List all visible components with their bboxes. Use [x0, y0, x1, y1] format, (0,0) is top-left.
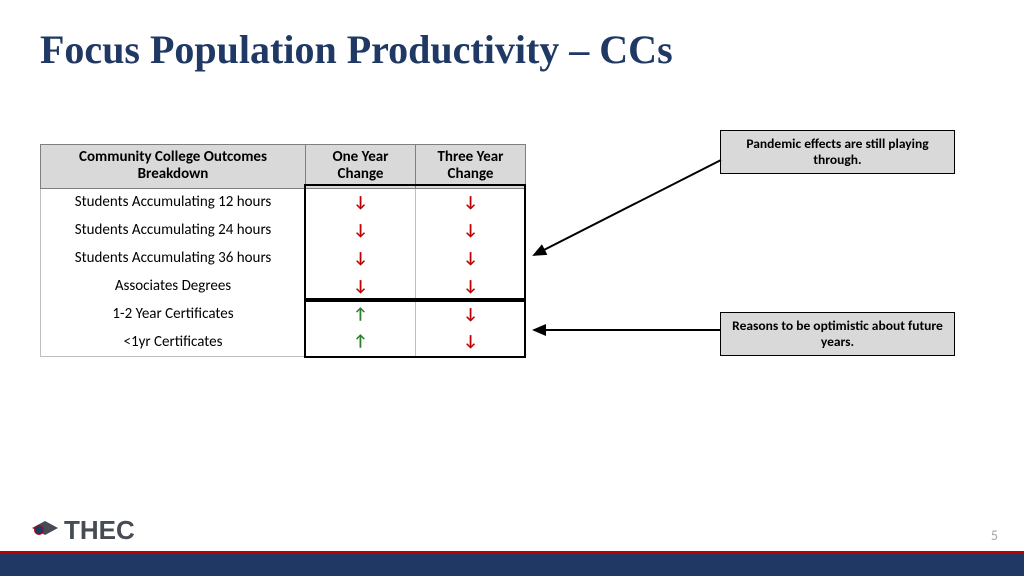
- arrow-down-icon: ↓: [416, 328, 526, 356]
- arrow-down-icon: ↓: [416, 216, 526, 244]
- table-row: Students Accumulating 12 hours↓↓: [41, 188, 526, 216]
- logo: THEC: [30, 515, 135, 546]
- row-label: Students Accumulating 24 hours: [41, 216, 306, 244]
- callout-optimistic: Reasons to be optimistic about future ye…: [720, 312, 955, 356]
- logo-text: THEC: [64, 515, 135, 546]
- logo-icon: [30, 519, 60, 543]
- col-header-oneyear: One Year Change: [306, 145, 416, 189]
- row-label: <1yr Certificates: [41, 328, 306, 356]
- arrow-down-icon: ↓: [416, 188, 526, 216]
- arrow-down-icon: ↓: [416, 244, 526, 272]
- row-label: Associates Degrees: [41, 272, 306, 300]
- footer-bar: [0, 554, 1024, 576]
- connector-arrow-pandemic: [526, 150, 726, 270]
- arrow-down-icon: ↓: [306, 188, 416, 216]
- table-row: Associates Degrees↓↓: [41, 272, 526, 300]
- row-label: Students Accumulating 12 hours: [41, 188, 306, 216]
- page-number: 5: [991, 527, 998, 544]
- arrow-down-icon: ↓: [306, 244, 416, 272]
- arrow-down-icon: ↓: [416, 272, 526, 300]
- col-header-threeyear: Three Year Change: [416, 145, 526, 189]
- outcomes-table: Community College Outcomes Breakdown One…: [40, 144, 526, 357]
- table-row: Students Accumulating 36 hours↓↓: [41, 244, 526, 272]
- table-region: Community College Outcomes Breakdown One…: [40, 144, 526, 357]
- table-row: 1-2 Year Certificates↑↓: [41, 300, 526, 328]
- table-row: <1yr Certificates↑↓: [41, 328, 526, 356]
- arrow-up-icon: ↑: [306, 300, 416, 328]
- page-title: Focus Population Productivity – CCs: [0, 0, 1024, 73]
- table-row: Students Accumulating 24 hours↓↓: [41, 216, 526, 244]
- connector-arrow-optimistic: [526, 320, 726, 340]
- arrow-down-icon: ↓: [306, 216, 416, 244]
- callout-pandemic: Pandemic effects are still playing throu…: [720, 130, 955, 174]
- arrow-down-icon: ↓: [306, 272, 416, 300]
- col-header-outcome: Community College Outcomes Breakdown: [41, 145, 306, 189]
- row-label: Students Accumulating 36 hours: [41, 244, 306, 272]
- row-label: 1-2 Year Certificates: [41, 300, 306, 328]
- arrow-down-icon: ↓: [416, 300, 526, 328]
- arrow-up-icon: ↑: [306, 328, 416, 356]
